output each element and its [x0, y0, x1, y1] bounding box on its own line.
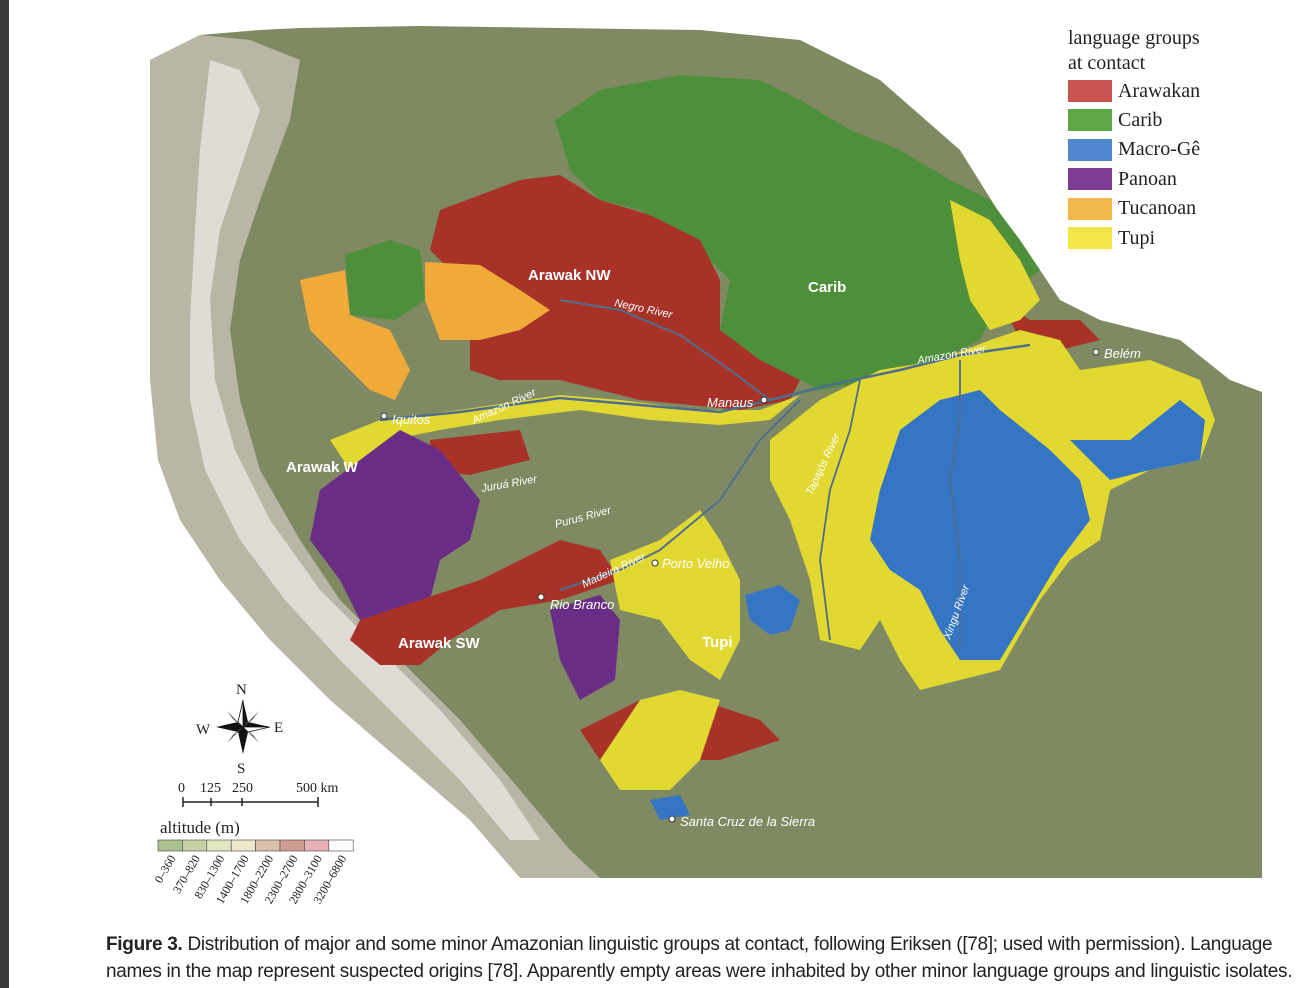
altitude-swatch [255, 839, 281, 852]
figure-caption: Figure 3. Distribution of major and some… [106, 931, 1306, 985]
altitude-swatch [157, 839, 183, 852]
legend-item-macro-g-: Macro-Gê [1068, 138, 1200, 162]
altitude-swatch [328, 839, 354, 852]
legend-label: Tucanoan [1118, 197, 1197, 220]
city-marker-belem [1092, 348, 1100, 356]
label-santa-cruz: Santa Cruz de la Sierra [680, 814, 815, 829]
label-rio-branco: Rio Branco [550, 597, 614, 612]
legend-title-line2: at contact [1068, 52, 1146, 74]
label-iquitos: Iquitos [392, 412, 431, 427]
compass-n: N [236, 682, 247, 698]
altitude-title: altitude (m) [160, 818, 240, 837]
legend-label: Arawakan [1118, 79, 1201, 102]
altitude-swatch [230, 839, 256, 852]
altitude-swatch [304, 839, 330, 852]
city-marker-porto-velho [651, 559, 659, 567]
legend-item-tupi: Tupi [1068, 226, 1155, 250]
altitude-swatch [279, 839, 305, 852]
tapajos-river-line [819, 379, 861, 641]
altitude-legend: altitude (m) 0–360370–820830–13001400–17… [151, 818, 354, 906]
label-tupi: Tupi [702, 634, 733, 651]
legend-label: Panoan [1118, 167, 1177, 190]
city-marker-iquitos [380, 412, 388, 420]
city-marker-rio-branco [537, 593, 545, 601]
legend-swatch [1068, 138, 1112, 161]
legend-title: language groups at contact [1068, 26, 1200, 76]
legend-label: Macro-Gê [1118, 138, 1201, 161]
macro-ge-east-region [1070, 400, 1205, 480]
left-edge-bar [0, 0, 9, 988]
city-marker-manaus [760, 396, 768, 404]
altitude-swatch [206, 839, 232, 852]
andes-highlands [150, 35, 600, 878]
legend-item-tucanoan: Tucanoan [1068, 197, 1196, 221]
panoan-region-south [550, 595, 620, 700]
macro-ge-small-region [650, 795, 690, 820]
scale-tick-0: 0 [178, 781, 185, 796]
compass-rose: N S E W [196, 682, 283, 777]
legend-swatch [1068, 109, 1112, 132]
legend-swatch [1068, 80, 1112, 102]
caption-text: Distribution of major and some minor Ama… [106, 934, 1293, 982]
scale-tick-250: 250 [232, 781, 253, 796]
carib-region-west [345, 240, 425, 320]
compass-s: S [237, 761, 245, 777]
arawak-sw-region [350, 540, 620, 665]
panoan-region-west [310, 430, 480, 620]
label-porto-velho: Porto Velho [662, 556, 729, 571]
label-carib: Carib [808, 279, 846, 296]
legend-item-carib: Carib [1068, 108, 1162, 132]
legend-swatch [1068, 197, 1112, 220]
scale-tick-125: 125 [200, 781, 221, 796]
andes-peaks [190, 60, 540, 840]
scale-tick-500: 500 km [296, 781, 339, 796]
label-manaus: Manaus [707, 395, 754, 410]
compass-w: W [196, 722, 211, 738]
legend-label: Carib [1118, 108, 1163, 131]
tucanoan-region [300, 270, 410, 400]
tucanoan-region-2 [425, 262, 550, 340]
label-arawak-w: Arawak W [286, 459, 359, 476]
legend-title-line1: language groups [1068, 27, 1200, 49]
amazon-river-line [379, 343, 1031, 422]
caption-label: Figure 3. [106, 934, 183, 955]
label-belem: Belém [1104, 346, 1141, 361]
legend-item-panoan: Panoan [1068, 167, 1177, 191]
macro-ge-south-region [745, 585, 800, 635]
carib-region-north [555, 75, 1040, 390]
altitude-swatch [182, 839, 208, 852]
madeira-river-line [559, 399, 801, 591]
label-arawak-sw: Arawak SW [398, 635, 481, 652]
legend-swatch [1068, 168, 1112, 191]
arawak-nw-region [430, 175, 800, 410]
legend-label: Tupi [1118, 226, 1156, 249]
xingu-river-line [949, 360, 961, 650]
tupi-guiana-region [950, 200, 1040, 330]
arawak-central-region [430, 430, 530, 475]
scale-bar: 0 125 250 500 km [178, 781, 339, 807]
macro-ge-region [870, 390, 1090, 660]
legend-item-arawakan: Arawakan [1068, 79, 1200, 103]
tupi-madeira-region [610, 510, 740, 680]
city-marker-santa-cruz [668, 815, 676, 823]
tupi-south-region [600, 690, 720, 790]
compass-e: E [274, 720, 283, 736]
label-arawak-nw: Arawak NW [528, 267, 611, 284]
negro-river-line [559, 299, 771, 401]
legend-swatch [1068, 227, 1112, 249]
